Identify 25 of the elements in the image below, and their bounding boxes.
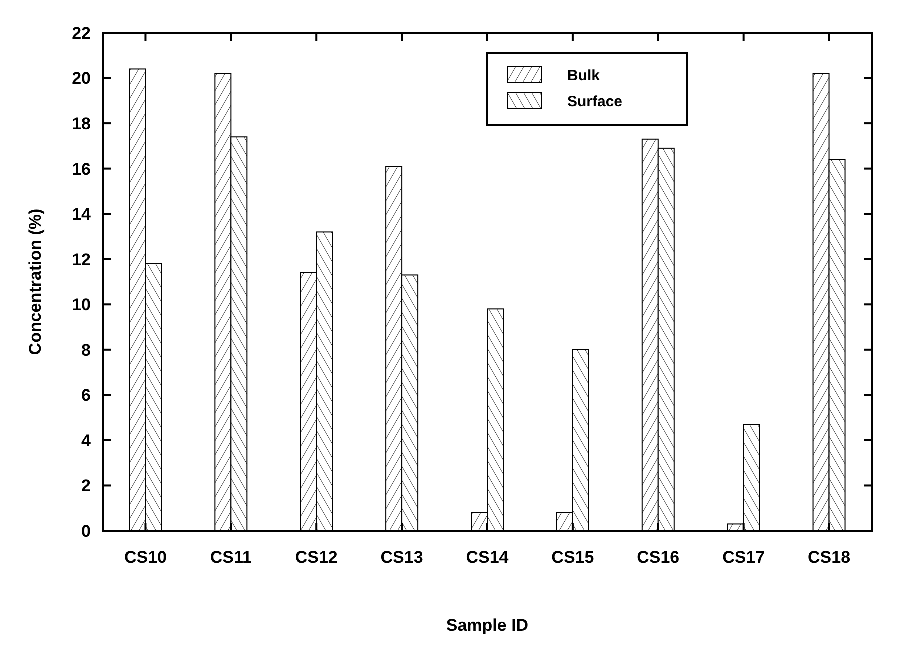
y-tick-label: 0	[82, 522, 91, 541]
x-tick-label: CS14	[466, 548, 510, 567]
y-tick-label: 18	[72, 114, 91, 134]
y-tick-label: 16	[72, 160, 91, 179]
y-tick-label: 20	[72, 69, 91, 88]
x-tick-label: CS17	[722, 548, 766, 567]
legend-label: Bulk	[568, 67, 601, 84]
legend-label: Surface	[568, 93, 623, 110]
x-tick-label: CS16	[637, 548, 680, 567]
x-axis-title: Sample ID	[446, 616, 529, 635]
y-tick-label: 4	[82, 431, 92, 450]
y-tick-label: 12	[72, 250, 91, 270]
x-tick-label: CS15	[552, 548, 594, 567]
x-tick-label: CS10	[124, 548, 167, 567]
y-tick-label: 10	[72, 296, 91, 315]
x-tick-label: CS11	[210, 548, 252, 567]
y-tick-label: 2	[82, 476, 91, 496]
y-tick-label: 14	[72, 205, 92, 224]
y-tick-label: 22	[72, 24, 91, 43]
y-tick-label: 6	[82, 386, 91, 406]
y-tick-label: 8	[82, 340, 91, 360]
y-axis-title: Concentration (%)	[26, 208, 45, 356]
x-tick-label: CS13	[380, 548, 424, 567]
x-tick-label: CS18	[808, 548, 851, 567]
x-tick-label: CS12	[295, 548, 338, 567]
